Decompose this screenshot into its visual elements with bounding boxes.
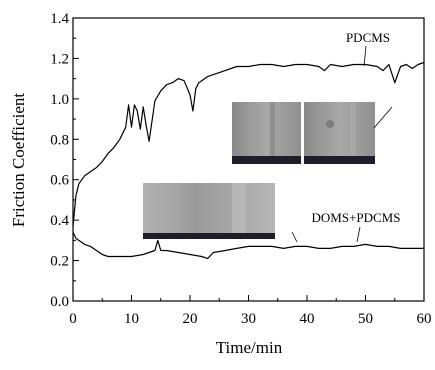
annotation-pointer-doms-left	[291, 231, 298, 243]
y-axis-label: Friction Coefficient	[9, 93, 28, 228]
series-label-pdcms: PDCMS	[346, 30, 390, 45]
annotation-doms-pdcms: DOMS+PDCMS	[291, 210, 401, 243]
series-line-doms-pdcms	[72, 232, 424, 260]
y-tick-label: 1.2	[50, 51, 69, 67]
x-tick-label: 20	[183, 311, 198, 327]
x-axis-label: Time/min	[216, 338, 283, 357]
micrograph-pdcms-left	[232, 102, 301, 164]
series-line-pdcms	[72, 61, 425, 227]
annotation-pointer-pdcms-inset	[373, 106, 393, 129]
x-tick-label: 40	[300, 311, 315, 327]
series-label-doms-pdcms: DOMS+PDCMS	[312, 210, 401, 225]
series-layer	[72, 61, 425, 260]
annotation-pointer-doms-right	[356, 226, 361, 243]
y-tick-label: 1.0	[50, 92, 69, 108]
x-axis: 0 10 20 30 40 50 60	[69, 295, 432, 327]
y-tick-label: 0.6	[50, 173, 69, 189]
y-axis: 0.0 0.2 0.4 0.6 0.8 1.0 1.2 1.4	[50, 11, 79, 310]
micrograph-doms-pdcms	[143, 183, 275, 239]
y-tick-label: 0.2	[50, 254, 69, 270]
y-tick-label: 0.8	[50, 132, 69, 148]
y-tick-label: 0.0	[50, 294, 69, 310]
x-tick-label: 60	[417, 311, 432, 327]
annotation-pointer-pdcms-top	[363, 45, 367, 67]
annotation-pdcms: PDCMS	[346, 30, 393, 129]
x-tick-label: 0	[69, 311, 77, 327]
micrograph-pdcms-right	[304, 102, 375, 164]
x-tick-label: 10	[124, 311, 139, 327]
y-tick-label: 1.4	[50, 11, 69, 27]
y-tick-label: 0.4	[50, 213, 69, 229]
x-tick-label: 30	[241, 311, 256, 327]
x-tick-label: 50	[358, 311, 373, 327]
